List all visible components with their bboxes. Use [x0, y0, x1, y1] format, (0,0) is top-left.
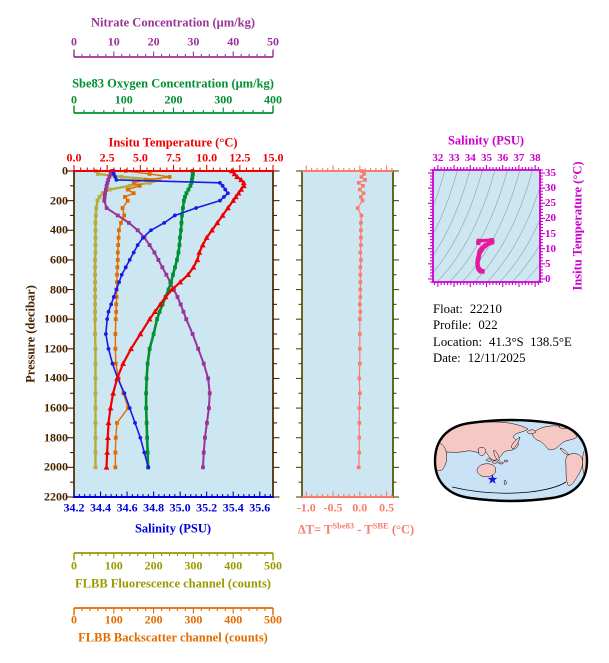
main-profile-plot [74, 167, 273, 497]
backscatter-axis-title: FLBB Backscatter channel (counts) [78, 630, 268, 645]
location-line: Location: 41.3°S 138.5°E [433, 334, 572, 349]
ts-temperature-axis-title: Insitu Temperature (°C) [570, 161, 585, 291]
float-location-marker [487, 474, 498, 484]
salinity-axis-title: Salinity (PSU) [134, 521, 212, 536]
main-plot-frame [67, 165, 280, 498]
continents [435, 421, 587, 486]
fluorescence-axis-title: FLBB Fluorescence channel (counts) [75, 576, 271, 591]
delta-t-plot [296, 165, 399, 498]
scale-bars [73, 49, 274, 616]
date-line: Date: 12/11/2025 [433, 351, 526, 366]
density-contours [433, 170, 540, 282]
world-map [433, 418, 589, 503]
fluorescence-profile-curve [93, 169, 162, 470]
nitrate-axis-title: Nitrate Concentration (μm/kg) [91, 15, 255, 30]
oxygen-axis-title: Sbe83 Oxygen Concentration (μm/kg) [72, 76, 274, 91]
float-info-block: Float: 22210 Profile: 022 Location: 41.3°S … [433, 301, 572, 367]
ts-curve [475, 238, 495, 274]
pressure-axis-title: Pressure (decibar) [23, 285, 38, 383]
ts-diagram [428, 165, 545, 287]
temperature-axis-title: Insitu Temperature (°C) [108, 135, 238, 150]
delta-t-curve [355, 169, 367, 470]
profile-line: Profile: 022 [433, 318, 498, 333]
delta-t-axis-title: ΔT= TSbe83 - TSBE (°C) [297, 520, 415, 537]
temperature-profile-curve [103, 167, 247, 470]
float-id-line: Float: 22210 [433, 302, 502, 316]
salinity-profile-curve [103, 169, 230, 470]
ts-salinity-axis-title: Salinity (PSU) [447, 133, 525, 148]
